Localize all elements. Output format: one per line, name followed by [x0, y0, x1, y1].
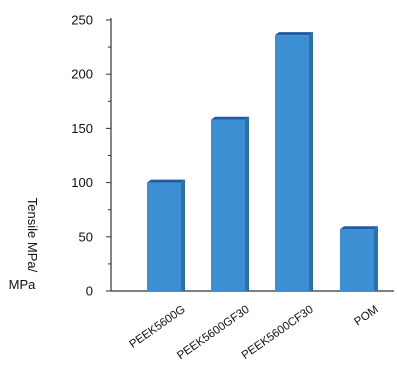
bar-series	[147, 32, 378, 292]
bar-side	[245, 116, 249, 291]
bar-pom	[340, 226, 378, 291]
x-category-label: POM	[352, 304, 380, 329]
bar-top	[275, 32, 313, 36]
bar-side	[309, 32, 313, 292]
bar-side	[374, 226, 378, 291]
bar-top	[211, 116, 249, 120]
bar-side	[181, 179, 185, 291]
bar-top	[340, 226, 378, 230]
y-axis-label: Tensile MPa/	[25, 198, 40, 273]
bar-peek5600cf30	[275, 32, 313, 292]
bar-front	[211, 119, 245, 291]
x-category-label: PEEK5600G	[127, 304, 187, 351]
y-tick-label: 150	[71, 121, 93, 136]
bar-front	[275, 35, 309, 292]
y-tick-label: 50	[79, 229, 93, 244]
y-axis-unit: MPa	[9, 277, 37, 292]
bar-peek5600gf30	[211, 116, 249, 291]
x-category-label: PEEK5600CF30	[240, 304, 316, 362]
bar-front	[340, 229, 374, 291]
bar-top	[147, 179, 185, 183]
y-tick-label: 100	[71, 175, 93, 190]
y-tick-label: 250	[71, 13, 93, 28]
bar-front	[147, 182, 181, 291]
y-axis-ticks: 0 50 100 150 200 250	[71, 13, 111, 299]
y-tick-label: 0	[86, 284, 93, 299]
y-tick-label: 200	[71, 67, 93, 82]
bar-peek5600g	[147, 179, 185, 291]
